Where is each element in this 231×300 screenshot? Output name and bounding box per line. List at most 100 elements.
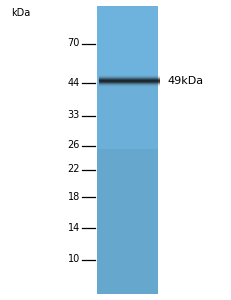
Bar: [97, 226, 157, 227]
Bar: [97, 198, 157, 199]
Bar: [97, 89, 157, 91]
Bar: [97, 47, 157, 48]
Bar: [97, 68, 157, 69]
Bar: [97, 180, 157, 181]
Bar: [97, 253, 157, 254]
Bar: [97, 281, 157, 283]
Bar: [97, 175, 157, 176]
Bar: [97, 34, 157, 35]
Bar: [97, 124, 157, 125]
Bar: [97, 22, 157, 23]
Bar: [97, 76, 157, 77]
Bar: [97, 268, 157, 269]
Bar: [97, 270, 157, 271]
Bar: [97, 112, 157, 113]
Bar: [97, 247, 157, 248]
Bar: [97, 56, 157, 57]
Bar: [97, 51, 157, 52]
Bar: [97, 280, 157, 281]
Bar: [97, 254, 157, 255]
Bar: [97, 14, 157, 15]
Bar: [97, 52, 157, 53]
Bar: [97, 158, 157, 159]
Bar: [97, 290, 157, 291]
Bar: [97, 220, 157, 221]
Bar: [97, 232, 157, 233]
Bar: [97, 242, 157, 243]
Bar: [97, 17, 157, 19]
Bar: [97, 10, 157, 11]
Bar: [97, 257, 157, 259]
Bar: [97, 59, 157, 60]
Bar: [97, 58, 157, 59]
Bar: [97, 229, 157, 230]
Bar: [97, 178, 157, 179]
Bar: [97, 21, 157, 22]
Text: 49kDa: 49kDa: [166, 76, 202, 86]
Bar: [97, 243, 157, 244]
Bar: [97, 261, 157, 262]
Bar: [97, 223, 157, 224]
Bar: [97, 269, 157, 270]
Bar: [97, 134, 157, 135]
Bar: [97, 103, 157, 104]
Bar: [97, 239, 157, 240]
Bar: [97, 40, 157, 41]
Bar: [97, 185, 157, 187]
Bar: [97, 63, 157, 64]
Bar: [97, 146, 157, 147]
Bar: [97, 94, 157, 95]
Bar: [97, 183, 157, 184]
Bar: [97, 230, 157, 231]
Bar: [97, 143, 157, 144]
Bar: [97, 287, 157, 288]
Bar: [97, 142, 157, 143]
Bar: [97, 96, 157, 97]
Bar: [97, 27, 157, 28]
Bar: [97, 152, 157, 153]
Bar: [97, 37, 157, 38]
Bar: [97, 155, 157, 156]
Bar: [97, 137, 157, 139]
Bar: [97, 168, 157, 169]
Bar: [97, 156, 157, 157]
Bar: [97, 179, 157, 180]
Bar: [97, 166, 157, 167]
Bar: [97, 255, 157, 256]
Bar: [97, 54, 157, 55]
Bar: [97, 265, 157, 266]
Bar: [97, 144, 157, 145]
Bar: [97, 6, 157, 7]
Bar: [97, 31, 157, 32]
Bar: [97, 262, 157, 263]
Bar: [97, 20, 157, 21]
Bar: [97, 110, 157, 111]
Bar: [97, 207, 157, 208]
Bar: [97, 160, 157, 161]
Bar: [97, 95, 157, 96]
Bar: [97, 25, 157, 26]
Bar: [97, 259, 157, 260]
Bar: [97, 244, 157, 245]
Bar: [97, 256, 157, 257]
Bar: [97, 271, 157, 272]
Bar: [97, 105, 157, 106]
Bar: [97, 176, 157, 177]
Text: 22: 22: [67, 164, 80, 175]
Bar: [97, 11, 157, 12]
Bar: [97, 188, 157, 189]
Bar: [97, 148, 157, 149]
Bar: [97, 136, 157, 137]
Bar: [97, 71, 157, 72]
Bar: [97, 285, 157, 286]
Bar: [97, 16, 157, 17]
Text: 70: 70: [67, 38, 80, 49]
Bar: [97, 273, 157, 274]
Bar: [97, 38, 157, 39]
Text: 18: 18: [67, 191, 80, 202]
Bar: [97, 7, 157, 8]
Bar: [97, 194, 157, 195]
Bar: [97, 205, 157, 206]
Bar: [97, 218, 157, 219]
Bar: [97, 237, 157, 238]
